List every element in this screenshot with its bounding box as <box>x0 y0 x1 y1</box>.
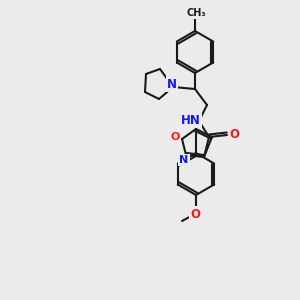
Text: N: N <box>167 77 177 91</box>
Text: HN: HN <box>181 113 201 127</box>
Text: CH₃: CH₃ <box>186 8 206 18</box>
Text: O: O <box>190 208 200 220</box>
Text: N: N <box>179 155 189 165</box>
Text: O: O <box>229 128 239 142</box>
Text: O: O <box>170 132 180 142</box>
